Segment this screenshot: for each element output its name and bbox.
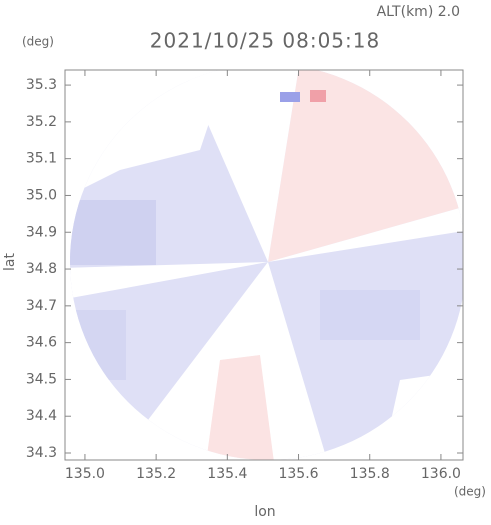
- y-tick-label: 35.2: [26, 114, 57, 130]
- y-tick-label: 34.6: [26, 335, 57, 351]
- y-tick-label: 34.8: [26, 261, 57, 277]
- y-unit: (deg): [22, 35, 54, 49]
- x-unit: (deg): [454, 485, 486, 499]
- chart-title: 2021/10/25 08:05:18: [150, 29, 380, 53]
- y-tick-label: 35.3: [26, 77, 57, 93]
- x-tick-label: 135.4: [207, 466, 247, 482]
- y-tick-label: 35.1: [26, 151, 57, 167]
- x-tick-label: 135.2: [136, 466, 176, 482]
- y-axis-label: lat: [2, 253, 18, 271]
- y-tick-label: 34.4: [26, 408, 57, 424]
- x-tick-label: 136.0: [421, 466, 461, 482]
- x-tick-label: 135.8: [350, 466, 390, 482]
- radar-field: [70, 70, 463, 460]
- y-tick-label: 34.9: [26, 224, 57, 240]
- x-tick-label: 135.0: [65, 466, 105, 482]
- y-tick-label: 34.7: [26, 298, 57, 314]
- plot-frame: [64, 69, 464, 461]
- x-axis-label: lon: [254, 504, 275, 520]
- y-tick-label: 35.0: [26, 187, 57, 203]
- y-tick-label: 34.3: [26, 445, 57, 461]
- y-tick-label: 34.5: [26, 371, 57, 387]
- x-tick-label: 135.6: [278, 466, 318, 482]
- subtitle: ALT(km) 2.0: [377, 4, 460, 20]
